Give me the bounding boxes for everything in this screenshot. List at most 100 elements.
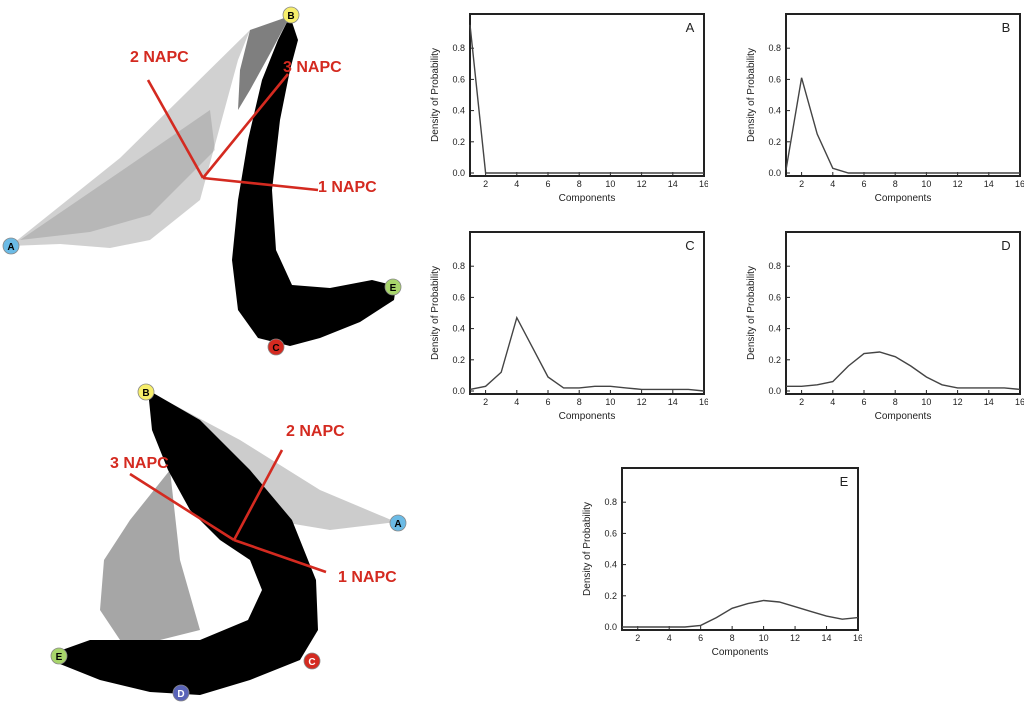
y-tick-label: 0.4 xyxy=(452,106,465,116)
y-tick-label: 0.8 xyxy=(768,43,781,53)
x-tick-label: 4 xyxy=(514,179,519,189)
y-tick-label: 0.0 xyxy=(604,622,617,632)
y-tick-label: 0.4 xyxy=(768,106,781,116)
x-axis-title: Components xyxy=(875,411,932,422)
x-tick-label: 14 xyxy=(668,397,678,407)
panel-letter: E xyxy=(840,474,849,489)
vertex-marker-b: B xyxy=(137,383,155,401)
y-tick-label: 0.0 xyxy=(452,168,465,178)
napc-label-3: 3 NAPC xyxy=(283,59,342,76)
x-tick-label: 8 xyxy=(893,397,898,407)
x-tick-label: 2 xyxy=(635,633,640,643)
vertex-label: E xyxy=(390,283,397,294)
vertex-marker-e: E xyxy=(50,647,68,665)
point-cloud xyxy=(10,16,396,346)
x-tick-label: 16 xyxy=(699,397,708,407)
x-tick-label: 10 xyxy=(759,633,769,643)
vertex-marker-b: B xyxy=(282,6,300,24)
napc-label-1: 1 NAPC xyxy=(338,569,397,586)
y-tick-label: 0.6 xyxy=(452,74,465,84)
x-tick-label: 8 xyxy=(730,633,735,643)
napc-axis-2 xyxy=(232,449,284,541)
vertex-circle xyxy=(2,237,20,255)
vertex-label: B xyxy=(287,11,294,22)
y-tick-label: 0.2 xyxy=(768,355,781,365)
x-tick-label: 4 xyxy=(830,179,835,189)
vertex-circle xyxy=(389,514,407,532)
y-tick-label: 0.0 xyxy=(768,386,781,396)
x-tick-label: 10 xyxy=(605,397,615,407)
density-series-line xyxy=(785,77,1020,174)
x-tick-label: 2 xyxy=(799,179,804,189)
panel-letter: A xyxy=(686,20,695,35)
x-tick-label: 10 xyxy=(921,397,931,407)
napc-label-3: 3 NAPC xyxy=(110,455,169,472)
vertex-circle xyxy=(267,338,285,356)
x-tick-label: 6 xyxy=(861,179,866,189)
vertex-marker-a: A xyxy=(2,237,20,255)
vertex-circle xyxy=(303,652,321,670)
plot-frame xyxy=(469,231,705,395)
y-tick-label: 0.4 xyxy=(604,560,617,570)
x-tick-label: 8 xyxy=(893,179,898,189)
x-tick-label: 6 xyxy=(545,397,550,407)
panel-letter: C xyxy=(685,238,694,253)
napc-label-2: 2 NAPC xyxy=(130,49,189,66)
y-tick-label: 0.8 xyxy=(768,261,781,271)
x-tick-label: 12 xyxy=(637,179,647,189)
napc-label-1: 1 NAPC xyxy=(318,179,377,196)
vertex-label: C xyxy=(308,657,315,668)
density-panel-c: 2 4 6 8 10 12 14 16 0.0 0.2 0.4 0.6 0.8 Components Den… xyxy=(430,231,708,422)
simplex-scatter-top: 2 NAPC 3 NAPC 1 NAPC B A E C xyxy=(2,6,402,356)
vertex-label: D xyxy=(177,689,184,700)
x-tick-label: 6 xyxy=(545,179,550,189)
y-tick-label: 0.4 xyxy=(768,324,781,334)
x-tick-label: 14 xyxy=(984,397,994,407)
napc-axis-2 xyxy=(146,79,205,179)
simplex-scatter-bottom: 2 NAPC 3 NAPC 1 NAPC B A E C D xyxy=(50,383,407,702)
density-series-line xyxy=(469,24,704,174)
plot-frame xyxy=(621,467,859,631)
plot-frame xyxy=(785,13,1021,177)
vertex-label: A xyxy=(394,519,401,530)
x-tick-label: 10 xyxy=(921,179,931,189)
density-series-line xyxy=(786,351,1021,391)
napc-axis-3 xyxy=(201,73,290,179)
density-panel-e: 2 4 6 8 10 12 14 16 0.0 0.2 0.4 0.6 0.8 Components Den… xyxy=(582,467,862,658)
vertex-marker-e: E xyxy=(384,278,402,296)
y-axis-title: Density of Probability xyxy=(746,266,757,360)
napc-label-2: 2 NAPC xyxy=(286,423,345,440)
napc-axis-1 xyxy=(233,538,327,574)
y-tick-label: 0.0 xyxy=(452,386,465,396)
x-tick-label: 6 xyxy=(698,633,703,643)
x-tick-label: 16 xyxy=(699,179,708,189)
x-tick-label: 14 xyxy=(668,179,678,189)
vertex-circle xyxy=(137,383,155,401)
plot-frame xyxy=(785,231,1021,395)
x-tick-label: 8 xyxy=(577,179,582,189)
vertex-circle xyxy=(282,6,300,24)
panel-letter: D xyxy=(1001,238,1010,253)
y-tick-label: 0.0 xyxy=(768,168,781,178)
x-tick-label: 12 xyxy=(953,179,963,189)
vertex-label: E xyxy=(56,652,63,663)
y-axis-title: Density of Probability xyxy=(582,502,593,596)
density-panel-d: 2 4 6 8 10 12 14 16 0.0 0.2 0.4 0.6 0.8 Components Den… xyxy=(746,231,1024,422)
x-tick-label: 2 xyxy=(483,397,488,407)
y-tick-label: 0.6 xyxy=(604,528,617,538)
x-tick-label: 8 xyxy=(577,397,582,407)
x-tick-label: 4 xyxy=(667,633,672,643)
vertex-label: C xyxy=(272,343,279,354)
napc-axis-1 xyxy=(202,176,319,192)
y-tick-label: 0.8 xyxy=(452,261,465,271)
vertex-circle xyxy=(50,647,68,665)
y-tick-label: 0.6 xyxy=(768,74,781,84)
y-tick-label: 0.6 xyxy=(768,292,781,302)
vertex-circle xyxy=(384,278,402,296)
x-tick-label: 4 xyxy=(830,397,835,407)
plot-frame xyxy=(469,13,705,177)
y-tick-label: 0.2 xyxy=(452,355,465,365)
point-cloud xyxy=(60,390,396,695)
x-axis-title: Components xyxy=(559,411,616,422)
x-tick-label: 16 xyxy=(853,633,862,643)
